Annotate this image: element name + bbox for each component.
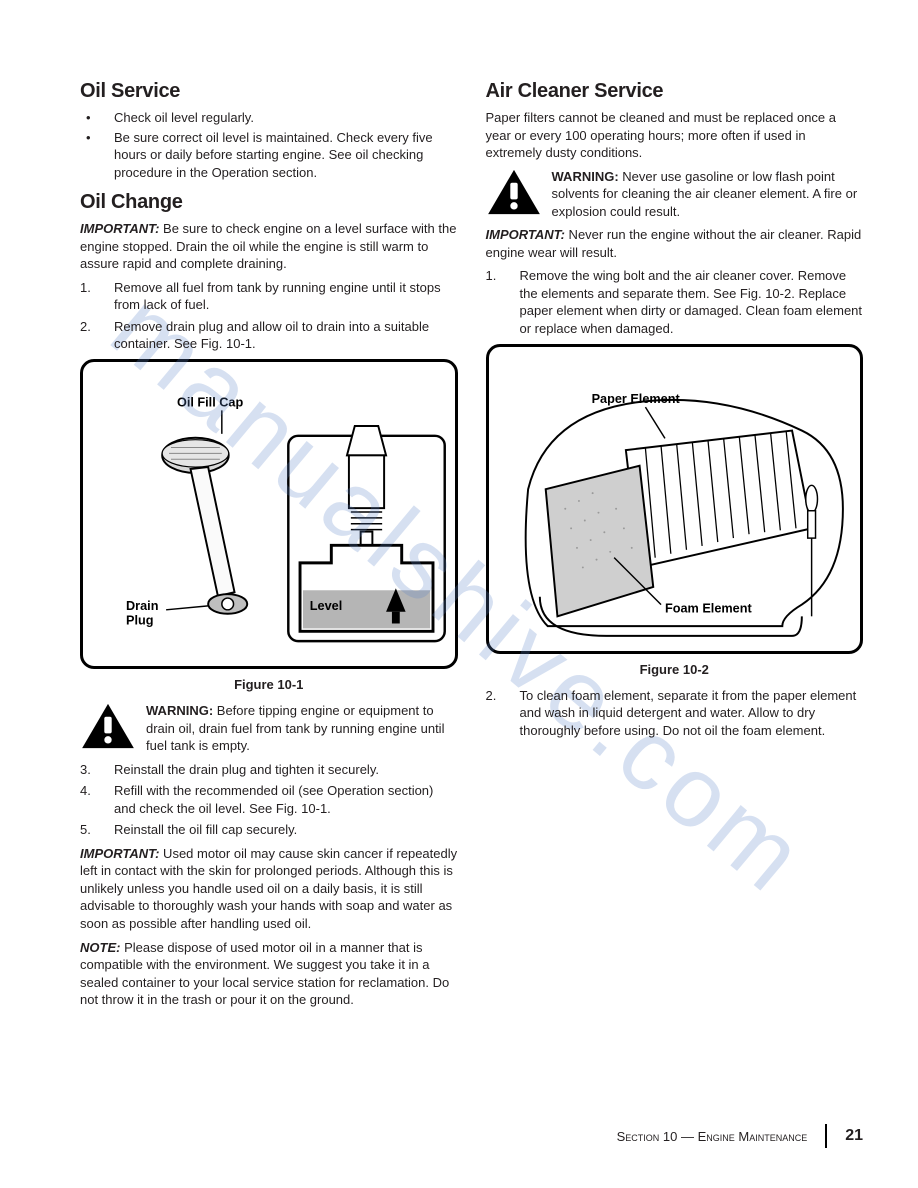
important-right: IMPORTANT: Never run the engine without … bbox=[486, 226, 864, 261]
figure-10-2-svg: Paper Element Foam Element bbox=[489, 347, 861, 651]
warning-triangle-icon bbox=[80, 702, 136, 753]
content-columns: Oil Service Check oil level regularly. B… bbox=[80, 80, 863, 1148]
air-steps-a: Remove the wing bolt and the air cleaner… bbox=[486, 267, 864, 337]
warning-text-right: WARNING: Never use gasoline or low flash… bbox=[552, 168, 864, 221]
list-item: Be sure correct oil level is maintained.… bbox=[80, 129, 458, 182]
list-item: To clean foam element, separate it from … bbox=[486, 687, 864, 740]
label-drain-plug-l2: Plug bbox=[126, 613, 154, 627]
warning-label: WARNING: bbox=[146, 703, 213, 718]
note-paragraph: NOTE: Please dispose of used motor oil i… bbox=[80, 939, 458, 1009]
list-item: Remove the wing bolt and the air cleaner… bbox=[486, 267, 864, 337]
page: manualshive.com Oil Service Check oil le… bbox=[0, 0, 918, 1188]
important2-label: IMPORTANT: bbox=[80, 846, 159, 861]
heading-air-cleaner: Air Cleaner Service bbox=[486, 80, 864, 103]
warning-label: WARNING: bbox=[552, 169, 619, 184]
air-intro: Paper filters cannot be cleaned and must… bbox=[486, 109, 864, 162]
footer-divider bbox=[825, 1124, 827, 1148]
heading-oil-change: Oil Change bbox=[80, 191, 458, 214]
important-paragraph: IMPORTANT: Be sure to check engine on a … bbox=[80, 220, 458, 273]
figure-10-2: Paper Element Foam Element bbox=[486, 344, 864, 654]
left-column: Oil Service Check oil level regularly. B… bbox=[80, 80, 458, 1148]
label-foam-element: Foam Element bbox=[664, 601, 751, 615]
figure-10-1-svg: Oil Fill Cap Drain Plug bbox=[83, 362, 455, 666]
important-label: IMPORTANT: bbox=[80, 221, 159, 236]
label-paper-element: Paper Element bbox=[591, 392, 680, 406]
list-item: Check oil level regularly. bbox=[80, 109, 458, 127]
heading-oil-service: Oil Service bbox=[80, 80, 458, 103]
label-drain-plug-l1: Drain bbox=[126, 599, 158, 613]
list-item: Reinstall the drain plug and tighten it … bbox=[80, 761, 458, 779]
warning-block-right: WARNING: Never use gasoline or low flash… bbox=[486, 168, 864, 221]
oil-change-steps-b: Reinstall the drain plug and tighten it … bbox=[80, 761, 458, 839]
note-label: NOTE: bbox=[80, 940, 120, 955]
warning-triangle-icon bbox=[486, 168, 542, 219]
warning-text-left: WARNING: Before tipping engine or equipm… bbox=[146, 702, 458, 755]
figure-10-1: Oil Fill Cap Drain Plug bbox=[80, 359, 458, 669]
oil-change-steps-a: Remove all fuel from tank by running eng… bbox=[80, 279, 458, 353]
footer-section: Section 10 — Engine Maintenance bbox=[617, 1129, 808, 1144]
right-column: Air Cleaner Service Paper filters cannot… bbox=[486, 80, 864, 1148]
important-label: IMPORTANT: bbox=[486, 227, 565, 242]
figure-10-2-caption: Figure 10-2 bbox=[486, 662, 864, 677]
page-footer: Section 10 — Engine Maintenance 21 bbox=[617, 1124, 863, 1148]
label-level: Level bbox=[310, 599, 342, 613]
important2-paragraph: IMPORTANT: Used motor oil may cause skin… bbox=[80, 845, 458, 933]
warning-block-left: WARNING: Before tipping engine or equipm… bbox=[80, 702, 458, 755]
footer-page-number: 21 bbox=[845, 1127, 863, 1145]
label-oil-fill-cap: Oil Fill Cap bbox=[177, 395, 244, 409]
note-text: Please dispose of used motor oil in a ma… bbox=[80, 940, 449, 1008]
oil-service-list: Check oil level regularly. Be sure corre… bbox=[80, 109, 458, 181]
figure-10-1-caption: Figure 10-1 bbox=[80, 677, 458, 692]
list-item: Remove all fuel from tank by running eng… bbox=[80, 279, 458, 314]
list-item: Remove drain plug and allow oil to drain… bbox=[80, 318, 458, 353]
air-steps-b: To clean foam element, separate it from … bbox=[486, 687, 864, 740]
list-item: Refill with the recommended oil (see Ope… bbox=[80, 782, 458, 817]
list-item: Reinstall the oil fill cap securely. bbox=[80, 821, 458, 839]
